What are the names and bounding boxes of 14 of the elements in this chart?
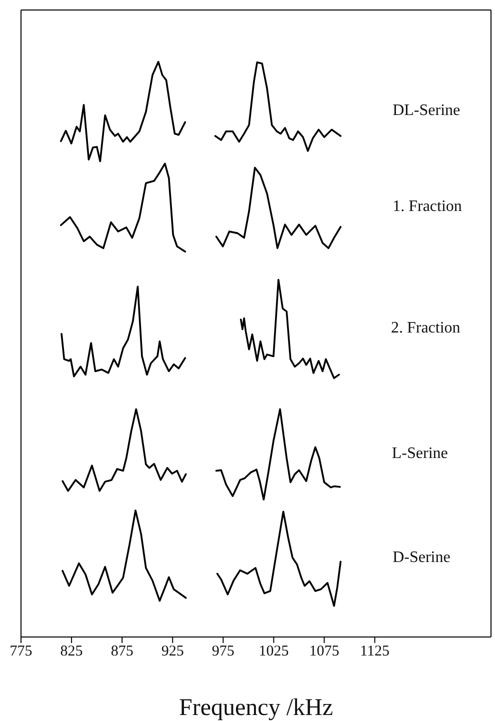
x-tick-label: 825	[60, 644, 83, 660]
x-tick-label: 925	[161, 644, 184, 660]
x-tick-label: 975	[212, 644, 234, 660]
text: 1. Fraction	[392, 198, 462, 216]
x-tick-label: 1025	[258, 644, 289, 660]
x-tick-label: 1075	[309, 644, 340, 660]
text: L-Serine	[392, 444, 448, 462]
text: DL-Serine	[392, 102, 460, 120]
x-tick-label: 1125	[360, 644, 390, 660]
text: D-Serine	[392, 548, 450, 566]
x-axis-title: Frequency /kHz	[179, 695, 333, 721]
x-tick-label: 875	[110, 644, 134, 660]
x-tick-label: 775	[10, 644, 32, 660]
text: 2. Fraction	[390, 320, 460, 337]
